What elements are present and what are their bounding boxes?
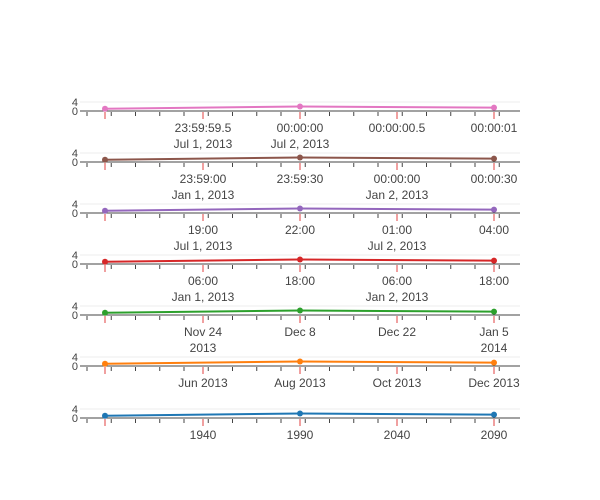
x-tick-label: 18:00 [285,274,315,288]
x-tick-label: Jan 5 [479,325,509,339]
data-point [297,307,303,314]
data-point [491,411,497,418]
x-tick-label: 00:00:00.5 [369,121,426,135]
x-tick-sublabel: Jan 2, 2013 [366,188,429,202]
y-tick-label: 0 [72,361,78,373]
x-tick-label: 2090 [481,428,508,442]
y-tick-label: 0 [72,259,78,271]
panel-5: 04 Nov 24 2013 Dec 8 Dec 22 Jan 5 2014 [72,301,520,355]
panel-2: 04 23:59:00 Jan 1, 2013 23:59:30 00:00:00 Jan… [72,148,520,202]
x-tick-sublabel: Jul 2, 2013 [271,137,330,151]
data-point [102,258,108,265]
x-tick-sublabel: Jul 2, 2013 [368,239,427,253]
y-tick-label: 0 [72,106,78,118]
x-tick-label: 18:00 [479,274,509,288]
x-tick-label: 00:00:01 [471,121,518,135]
data-point [102,156,108,163]
x-tick-label: 06:00 [188,274,218,288]
data-point [297,154,303,161]
data-point [491,359,497,366]
panel-1: 04 23:59:59.5 Jul 1, 2013 00:00:00 Jul 2, 20… [72,97,520,151]
x-tick-label: 06:00 [382,274,412,288]
y-tick-label: 4 [72,352,78,364]
x-tick-label: 00:00:00 [374,172,421,186]
x-tick-sublabel: Jul 1, 2013 [174,239,233,253]
data-point [297,103,303,110]
data-point [491,308,497,315]
x-tick-label: 23:59:30 [277,172,324,186]
y-tick-label: 0 [72,413,78,425]
x-tick-label: 23:59:00 [180,172,227,186]
y-tick-label: 4 [72,199,78,211]
x-tick-sublabel: Jan 1, 2013 [172,188,235,202]
y-tick-label: 4 [72,301,78,313]
x-tick-label: 01:00 [382,223,412,237]
x-tick-sublabel: 2014 [481,341,508,355]
panel-3: 04 19:00 Jul 1, 2013 22:00 01:00 Jul 2, 2013 0… [72,199,520,253]
data-point [297,358,303,365]
y-tick-label: 0 [72,157,78,169]
x-tick-label: Dec 22 [378,325,416,339]
data-point [102,360,108,367]
x-tick-label: 00:00:00 [277,121,324,135]
y-tick-label: 4 [72,250,78,262]
x-tick-label: 00:00:30 [471,172,518,186]
x-tick-sublabel: Jan 2, 2013 [366,290,429,304]
x-tick-sublabel: Jan 1, 2013 [172,290,235,304]
data-point [491,155,497,162]
x-tick-label: 04:00 [479,223,509,237]
x-tick-label: Dec 8 [284,325,316,339]
data-point [102,207,108,214]
data-point [102,309,108,316]
panel-6: 04 Jun 2013 Aug 2013 Oct 2013 Dec 2013 [72,352,520,390]
x-tick-label: 2040 [384,428,411,442]
y-tick-label: 4 [72,97,78,109]
x-tick-label: 1990 [287,428,314,442]
x-tick-sublabel: 2013 [190,341,217,355]
x-tick-label: Nov 24 [184,325,222,339]
x-tick-label: 22:00 [285,223,315,237]
data-point [297,256,303,263]
data-point [102,412,108,419]
panel-7: 04 1940 1990 2040 2090 [72,404,520,442]
x-tick-label: 1940 [190,428,217,442]
data-point [491,206,497,213]
data-point [297,410,303,417]
x-tick-label: Dec 2013 [468,376,520,390]
x-tick-label: Oct 2013 [373,376,422,390]
data-point [491,257,497,264]
x-tick-label: 23:59:59.5 [175,121,232,135]
data-point [297,205,303,212]
x-tick-label: Aug 2013 [274,376,326,390]
y-tick-label: 0 [72,310,78,322]
data-point [102,105,108,112]
x-tick-label: Jun 2013 [178,376,228,390]
x-tick-sublabel: Jul 1, 2013 [174,137,233,151]
data-point [491,104,497,111]
y-tick-label: 4 [72,404,78,416]
panel-4: 04 06:00 Jan 1, 2013 18:00 06:00 Jan 2, 2013 1… [72,250,520,304]
y-tick-label: 4 [72,148,78,160]
x-tick-label: 19:00 [188,223,218,237]
y-tick-label: 0 [72,208,78,220]
